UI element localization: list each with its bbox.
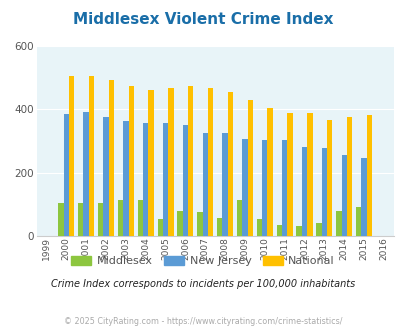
Bar: [83, 112, 89, 236]
Bar: [182, 125, 188, 236]
Bar: [267, 108, 272, 236]
Bar: [103, 117, 109, 236]
Text: Middlesex Violent Crime Index: Middlesex Violent Crime Index: [72, 12, 333, 26]
Bar: [315, 223, 321, 236]
Bar: [296, 226, 301, 236]
Bar: [237, 200, 242, 236]
Bar: [69, 76, 74, 236]
Bar: [227, 92, 232, 236]
Bar: [366, 115, 371, 236]
Bar: [217, 217, 222, 236]
Bar: [117, 200, 123, 236]
Bar: [335, 211, 341, 236]
Bar: [78, 203, 83, 236]
Bar: [256, 218, 262, 236]
Legend: Middlesex, New Jersey, National: Middlesex, New Jersey, National: [67, 251, 338, 271]
Bar: [301, 148, 307, 236]
Bar: [202, 133, 207, 236]
Bar: [109, 80, 114, 236]
Bar: [143, 123, 148, 236]
Bar: [64, 114, 69, 236]
Bar: [137, 200, 143, 236]
Bar: [247, 100, 252, 236]
Bar: [242, 140, 247, 236]
Bar: [98, 203, 103, 236]
Bar: [360, 158, 366, 236]
Bar: [89, 76, 94, 236]
Bar: [222, 133, 227, 236]
Bar: [168, 88, 173, 236]
Bar: [307, 113, 312, 236]
Bar: [162, 123, 168, 236]
Bar: [287, 113, 292, 236]
Bar: [276, 225, 281, 236]
Bar: [197, 212, 202, 236]
Bar: [346, 117, 352, 236]
Bar: [128, 86, 134, 236]
Bar: [207, 88, 213, 236]
Bar: [177, 211, 182, 236]
Text: Crime Index corresponds to incidents per 100,000 inhabitants: Crime Index corresponds to incidents per…: [51, 279, 354, 289]
Bar: [326, 119, 332, 236]
Bar: [262, 141, 267, 236]
Bar: [123, 121, 128, 236]
Text: © 2025 CityRating.com - https://www.cityrating.com/crime-statistics/: © 2025 CityRating.com - https://www.city…: [64, 317, 341, 326]
Bar: [341, 155, 346, 236]
Bar: [188, 86, 193, 236]
Bar: [58, 203, 64, 236]
Bar: [148, 89, 153, 236]
Bar: [355, 208, 360, 236]
Bar: [281, 140, 287, 236]
Bar: [157, 218, 162, 236]
Bar: [321, 148, 326, 236]
